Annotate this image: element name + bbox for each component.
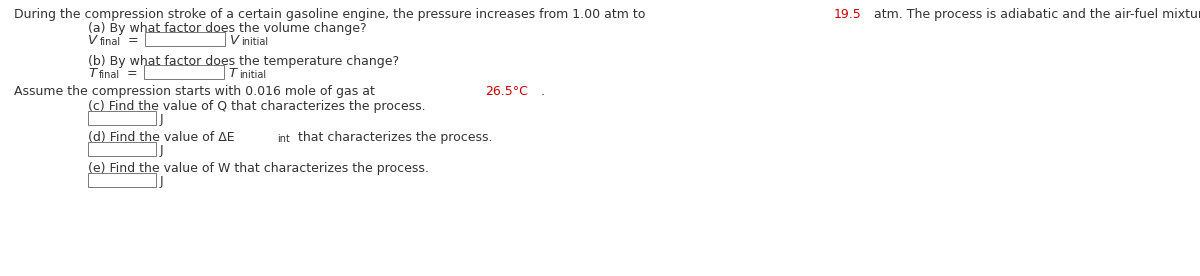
FancyBboxPatch shape: [88, 111, 156, 125]
FancyBboxPatch shape: [145, 32, 226, 46]
FancyBboxPatch shape: [88, 142, 156, 156]
Text: V: V: [88, 34, 97, 47]
Text: final: final: [98, 70, 120, 80]
Text: During the compression stroke of a certain gasoline engine, the pressure increas: During the compression stroke of a certa…: [14, 8, 649, 21]
Text: atm. The process is adiabatic and the air-fuel mixture behaves as a diatomic ide: atm. The process is adiabatic and the ai…: [870, 8, 1200, 21]
Text: (d) Find the value of ΔE: (d) Find the value of ΔE: [88, 131, 235, 144]
Text: initial: initial: [239, 70, 266, 80]
Text: T: T: [88, 67, 96, 80]
Text: J: J: [160, 113, 163, 126]
Text: .: .: [540, 85, 544, 98]
Text: V: V: [229, 34, 239, 47]
Text: that characterizes the process.: that characterizes the process.: [294, 131, 492, 144]
Text: =: =: [127, 34, 138, 47]
Text: J: J: [160, 144, 163, 157]
Text: Assume the compression starts with 0.016 mole of gas at: Assume the compression starts with 0.016…: [14, 85, 379, 98]
Text: (c) Find the value of Q that characterizes the process.: (c) Find the value of Q that characteriz…: [88, 100, 426, 113]
Text: 19.5: 19.5: [834, 8, 862, 21]
Text: 26.5°C: 26.5°C: [485, 85, 528, 98]
Text: int: int: [277, 134, 290, 144]
Text: initial: initial: [241, 37, 269, 47]
Text: final: final: [100, 37, 121, 47]
FancyBboxPatch shape: [144, 65, 224, 79]
Text: T: T: [228, 67, 236, 80]
Text: =: =: [126, 67, 137, 80]
Text: (b) By what factor does the temperature change?: (b) By what factor does the temperature …: [88, 55, 400, 68]
Text: (e) Find the value of W that characterizes the process.: (e) Find the value of W that characteriz…: [88, 162, 428, 175]
FancyBboxPatch shape: [88, 173, 156, 187]
Text: (a) By what factor does the volume change?: (a) By what factor does the volume chang…: [88, 22, 367, 35]
Text: J: J: [160, 175, 163, 188]
